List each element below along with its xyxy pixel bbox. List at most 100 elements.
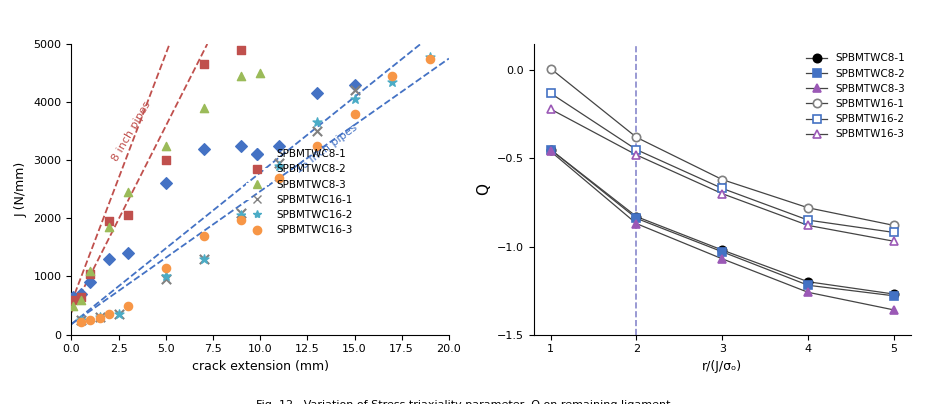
SPBMTW16-2: [803, 218, 814, 223]
SPBMTWC8-1: [888, 292, 899, 297]
SPBMTWC8-3: [66, 302, 81, 309]
SPBMTWC8-1: [82, 279, 97, 286]
SPBMTWC16-1: [158, 276, 173, 282]
SPBMTWC8-1: [102, 256, 117, 262]
SPBMTWC16-2: [309, 119, 324, 126]
SPBMTW16-3: [545, 107, 557, 112]
Y-axis label: Q: Q: [476, 183, 492, 195]
SPBMTWC8-3: [545, 149, 557, 154]
SPBMTWC8-2: [631, 216, 642, 221]
SPBMTWC16-2: [422, 54, 437, 60]
SPBMTW16-1: [631, 135, 642, 140]
Line: SPBMTWC8-1: SPBMTWC8-1: [546, 145, 898, 298]
X-axis label: r/(J/σₒ): r/(J/σₒ): [702, 360, 743, 373]
Line: SPBMTW16-3: SPBMTW16-3: [546, 105, 898, 245]
SPBMTW16-1: [545, 66, 557, 71]
Legend: SPBMTWC8-1, SPBMTWC8-2, SPBMTWC8-3, SPBMTWC16-1, SPBMTWC16-2, SPBMTWC16-3: SPBMTWC8-1, SPBMTWC8-2, SPBMTWC8-3, SPBM…: [243, 145, 357, 240]
SPBMTWC8-3: [717, 257, 728, 261]
SPBMTWC16-3: [347, 111, 362, 117]
SPBMTW16-2: [717, 186, 728, 191]
Text: Fig. 12.  Variation of Stress triaxiality parameter, Q on remaining ligament: Fig. 12. Variation of Stress triaxiality…: [256, 400, 670, 404]
SPBMTWC16-3: [102, 311, 117, 318]
SPBMTWC8-2: [102, 218, 117, 225]
SPBMTWC8-1: [631, 214, 642, 219]
SPBMTWC8-2: [803, 283, 814, 288]
SPBMTWC16-3: [385, 73, 400, 79]
SPBMTW16-3: [888, 239, 899, 244]
SPBMTWC8-2: [196, 61, 211, 67]
SPBMTWC8-2: [234, 46, 249, 53]
SPBMTWC8-1: [803, 279, 814, 284]
SPBMTWC8-1: [158, 180, 173, 187]
SPBMTWC8-3: [196, 105, 211, 111]
SPBMTWC8-3: [803, 290, 814, 295]
SPBMTWC16-2: [234, 212, 249, 219]
SPBMTWC8-1: [66, 294, 81, 300]
SPBMTWC8-3: [82, 267, 97, 274]
SPBMTWC8-1: [234, 143, 249, 149]
SPBMTWC16-1: [73, 317, 88, 323]
SPBMTWC8-2: [717, 249, 728, 254]
SPBMTWC16-1: [196, 256, 211, 262]
SPBMTWC8-2: [545, 147, 557, 152]
SPBMTWC8-3: [888, 307, 899, 312]
SPBMTWC8-2: [73, 294, 88, 300]
Line: SPBMTW16-1: SPBMTW16-1: [546, 65, 898, 229]
SPBMTWC16-3: [196, 233, 211, 239]
SPBMTWC8-2: [82, 270, 97, 277]
Text: 16 inch pipes: 16 inch pipes: [294, 122, 359, 175]
SPBMTWC16-3: [120, 302, 135, 309]
SPBMTWC16-1: [111, 311, 126, 318]
SPBMTW16-1: [888, 223, 899, 228]
SPBMTW16-2: [888, 230, 899, 235]
Legend: SPBMTWC8-1, SPBMTWC8-2, SPBMTWC8-3, SPBMTW16-1, SPBMTW16-2, SPBMTW16-3: SPBMTWC8-1, SPBMTWC8-2, SPBMTWC8-3, SPBM…: [802, 49, 909, 143]
Line: SPBMTWC8-2: SPBMTWC8-2: [546, 145, 898, 300]
SPBMTWC16-2: [196, 256, 211, 262]
SPBMTWC16-3: [93, 315, 107, 322]
SPBMTWC16-1: [347, 87, 362, 94]
SPBMTWC8-2: [120, 212, 135, 219]
SPBMTWC8-3: [234, 73, 249, 79]
SPBMTWC8-1: [347, 82, 362, 88]
SPBMTWC16-3: [73, 318, 88, 325]
SPBMTW16-2: [631, 147, 642, 152]
SPBMTWC8-1: [309, 90, 324, 97]
SPBMTW16-2: [545, 91, 557, 96]
SPBMTWC16-3: [422, 55, 437, 62]
SPBMTWC8-2: [66, 297, 81, 303]
Y-axis label: J (N/mm): J (N/mm): [15, 162, 28, 217]
SPBMTWC16-3: [271, 175, 286, 181]
SPBMTWC8-1: [545, 147, 557, 152]
X-axis label: crack extension (mm): crack extension (mm): [192, 360, 329, 373]
SPBMTWC8-1: [120, 250, 135, 257]
SPBMTWC8-3: [158, 143, 173, 149]
SPBMTWC16-2: [158, 273, 173, 280]
SPBMTWC16-3: [82, 317, 97, 323]
SPBMTW16-3: [717, 191, 728, 196]
SPBMTWC16-3: [309, 143, 324, 149]
SPBMTWC8-3: [253, 70, 268, 76]
SPBMTWC16-2: [73, 317, 88, 323]
SPBMTWC8-3: [120, 189, 135, 196]
Text: 8 inch pipes: 8 inch pipes: [110, 99, 153, 163]
SPBMTW16-1: [803, 205, 814, 210]
SPBMTWC8-1: [271, 143, 286, 149]
SPBMTWC16-2: [93, 314, 107, 320]
SPBMTWC8-3: [631, 221, 642, 226]
SPBMTWC8-1: [73, 290, 88, 297]
SPBMTWC8-2: [158, 157, 173, 164]
SPBMTWC8-3: [102, 224, 117, 230]
SPBMTWC16-1: [309, 128, 324, 135]
SPBMTWC8-1: [717, 248, 728, 252]
SPBMTWC16-1: [271, 160, 286, 166]
SPBMTWC16-1: [234, 209, 249, 216]
SPBMTWC8-3: [73, 297, 88, 303]
SPBMTW16-3: [803, 223, 814, 228]
SPBMTWC16-2: [111, 311, 126, 318]
SPBMTWC8-2: [888, 293, 899, 298]
SPBMTWC16-2: [385, 78, 400, 85]
SPBMTW16-1: [717, 177, 728, 182]
SPBMTWC16-3: [234, 217, 249, 223]
SPBMTWC8-1: [196, 145, 211, 152]
Line: SPBMTWC8-3: SPBMTWC8-3: [546, 147, 898, 314]
